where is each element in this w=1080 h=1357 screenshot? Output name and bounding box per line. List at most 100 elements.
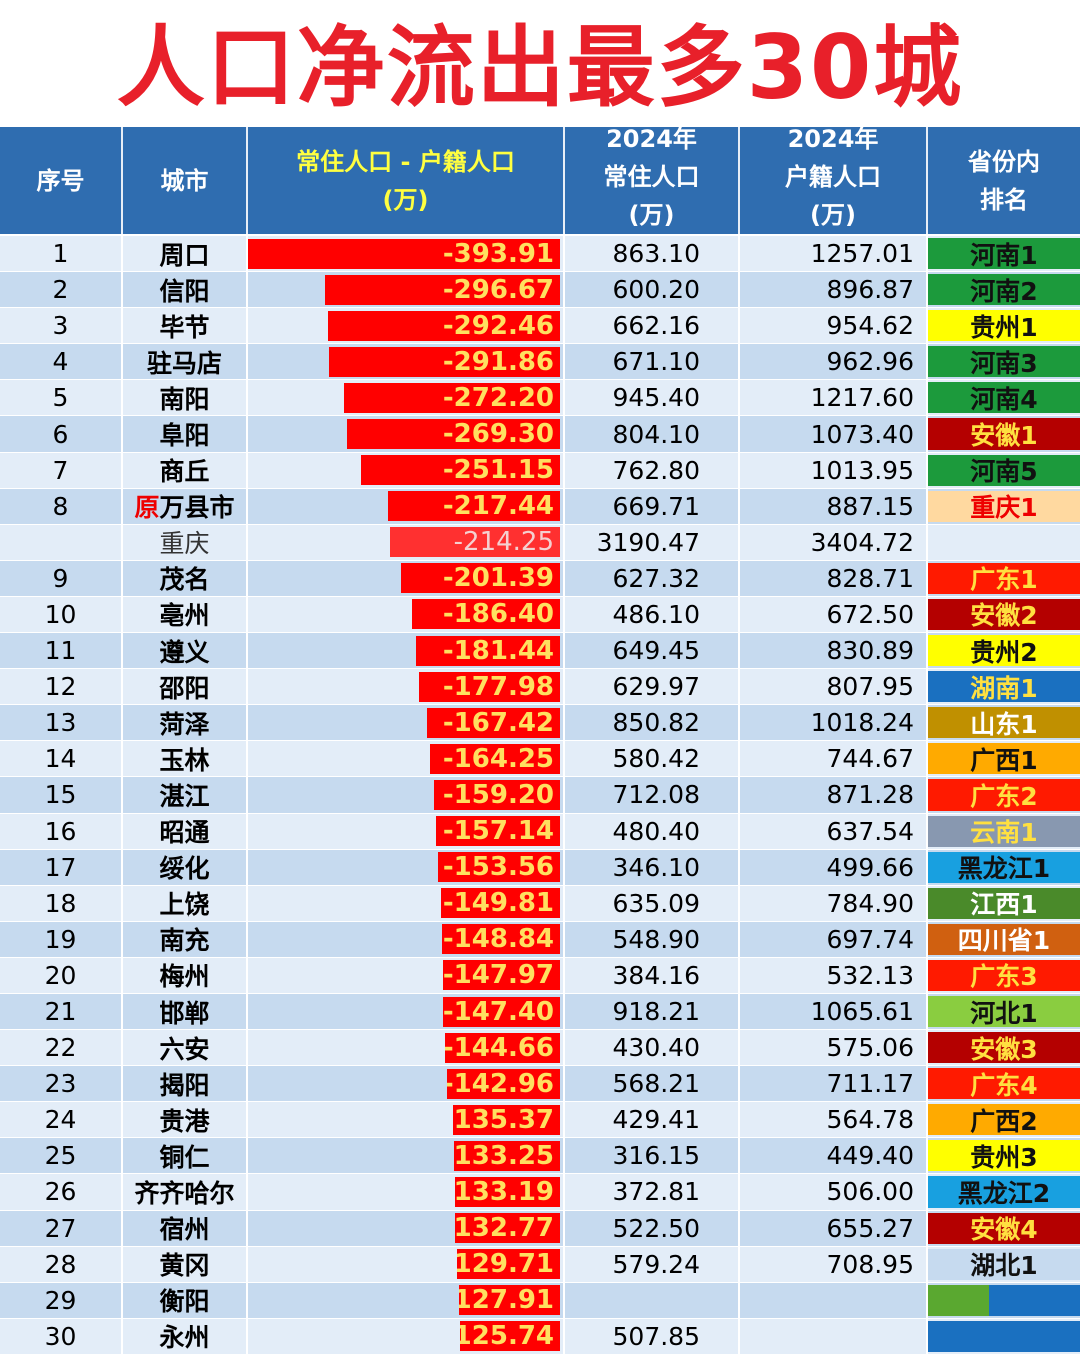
resident-cell: 629.97	[565, 669, 740, 705]
table-row: 11 遵义 -181.44 649.45 830.89 贵州2	[0, 633, 1080, 670]
diff-bar: -144.66	[445, 1032, 560, 1063]
resident-cell: 918.21	[565, 993, 740, 1030]
province-rank-badge: 河南2	[928, 274, 1080, 306]
city-cell: 阜阳	[123, 416, 248, 452]
province-rank-badge	[928, 1284, 1080, 1316]
diff-bar: -157.14	[435, 816, 560, 847]
city-name: 六安	[159, 1034, 210, 1064]
diff-bar: -135.37	[452, 1104, 560, 1135]
province-rank-badge: 安徽2	[928, 598, 1080, 630]
diff-cell: -201.39	[248, 560, 565, 596]
resident-cell: 580.42	[565, 741, 740, 777]
diff-cell: -149.81	[248, 885, 565, 921]
registered-cell: 499.66	[740, 849, 928, 885]
rank-cell: 28	[0, 1246, 123, 1282]
rank-cell: 15	[0, 777, 123, 813]
resident-cell: 486.10	[565, 596, 740, 633]
province-rank-badge	[928, 1320, 1080, 1352]
table-row: 7 商丘 -251.15 762.80 1013.95 河南5	[0, 452, 1080, 489]
city-cell: 南阳	[123, 380, 248, 416]
resident-cell: 346.10	[565, 849, 740, 885]
resident-cell: 627.32	[565, 560, 740, 596]
city-cell: 齐齐哈尔	[123, 1174, 248, 1210]
diff-bar: -296.67	[325, 274, 560, 305]
province-rank-badge: 湖南1	[928, 671, 1080, 703]
city-cell: 南充	[123, 921, 248, 957]
city-cell: 梅州	[123, 957, 248, 993]
rank-cell: 12	[0, 669, 123, 705]
registered-cell: 1073.40	[740, 416, 928, 452]
table-row: 30 永州 -125.74 507.85	[0, 1318, 1080, 1355]
header-reg-label: 户籍人口	[785, 163, 881, 191]
resident-cell: 600.20	[565, 272, 740, 308]
province-rank-badge: 河南4	[928, 382, 1080, 414]
header-registered: 2024年户籍人口 (万)	[740, 127, 928, 234]
diff-cell: -135.37	[248, 1102, 565, 1138]
diff-cell: -393.91	[248, 236, 565, 272]
resident-cell: 635.09	[565, 885, 740, 921]
rank-cell: 13	[0, 705, 123, 741]
table-row: 16 昭通 -157.14 480.40 637.54 云南1	[0, 813, 1080, 850]
registered-cell: 655.27	[740, 1210, 928, 1246]
city-name: 上饶	[159, 890, 210, 920]
table-row: 29 衡阳 -127.91	[0, 1282, 1080, 1319]
diff-cell: -153.56	[248, 849, 565, 885]
diff-bar: -149.81	[441, 888, 560, 919]
city-name: 信阳	[159, 276, 210, 306]
header-prov-label: 省份内 排名	[968, 147, 1040, 214]
table-row: 4 驻马店 -291.86 671.10 962.96 河南3	[0, 344, 1080, 381]
rank-cell: 2	[0, 272, 123, 308]
resident-cell: 712.08	[565, 777, 740, 813]
rank-cell: 9	[0, 560, 123, 596]
province-rank-badge: 河北1	[928, 995, 1080, 1028]
table-row: 28 黄冈 -129.71 579.24 708.95 湖北1	[0, 1246, 1080, 1283]
header-diff-unit: (万)	[382, 185, 429, 214]
diff-bar: -159.20	[433, 779, 560, 810]
city-prefix: 原	[134, 493, 160, 523]
rank-cell: 30	[0, 1318, 123, 1354]
city-cell: 上饶	[123, 885, 248, 921]
rank-cell: 6	[0, 416, 123, 452]
registered-cell: 1257.01	[740, 236, 928, 272]
resident-cell: 568.21	[565, 1066, 740, 1102]
resident-cell: 863.10	[565, 236, 740, 272]
province-rank-badge: 广东1	[928, 562, 1080, 594]
registered-cell: 564.78	[740, 1102, 928, 1138]
province-rank-badge	[928, 527, 1080, 558]
resident-cell	[565, 1282, 740, 1318]
registered-cell: 1018.24	[740, 705, 928, 741]
resident-cell: 3190.47	[565, 524, 740, 560]
diff-bar: -147.40	[443, 996, 560, 1027]
diff-cell: -272.20	[248, 380, 565, 416]
province-rank-badge: 江西1	[928, 887, 1080, 919]
header-reg-year: 2024年	[787, 127, 879, 153]
province-rank-badge: 黑龙江2	[928, 1176, 1080, 1208]
diff-bar: -167.42	[427, 707, 560, 738]
diff-cell: -125.74	[248, 1318, 565, 1354]
table-row: 9 茂名 -201.39 627.32 828.71 广东1	[0, 560, 1080, 597]
header-province-rank: 省份内 排名	[928, 127, 1080, 234]
resident-cell: 850.82	[565, 705, 740, 741]
diff-cell: -186.40	[248, 596, 565, 633]
province-rank-badge: 安徽4	[928, 1212, 1080, 1244]
header-reg-unit: (万)	[810, 201, 856, 229]
table-row: 19 南充 -148.84 548.90 697.74 四川省1	[0, 921, 1080, 958]
diff-bar: -217.44	[387, 491, 560, 522]
table-row: 3 毕节 -292.46 662.16 954.62 贵州1	[0, 308, 1080, 345]
city-name: 宿州	[159, 1215, 210, 1245]
province-rank-badge: 贵州1	[928, 310, 1080, 342]
resident-cell: 945.40	[565, 380, 740, 416]
diff-cell: -177.98	[248, 669, 565, 705]
province-rank-badge: 贵州3	[928, 1140, 1080, 1172]
diff-cell: -214.25	[248, 524, 565, 560]
diff-bar: -292.46	[328, 310, 560, 341]
registered-cell: 1013.95	[740, 452, 928, 488]
city-name: 梅州	[159, 962, 210, 992]
city-cell: 永州	[123, 1318, 248, 1354]
city-name: 南充	[159, 926, 210, 956]
rank-cell: 17	[0, 849, 123, 885]
city-name: 衡阳	[159, 1287, 210, 1317]
city-name: 湛江	[159, 781, 210, 811]
header-res-label: 常住人口	[603, 163, 700, 191]
header-resident: 2024年 常住人口 (万)	[565, 127, 740, 234]
